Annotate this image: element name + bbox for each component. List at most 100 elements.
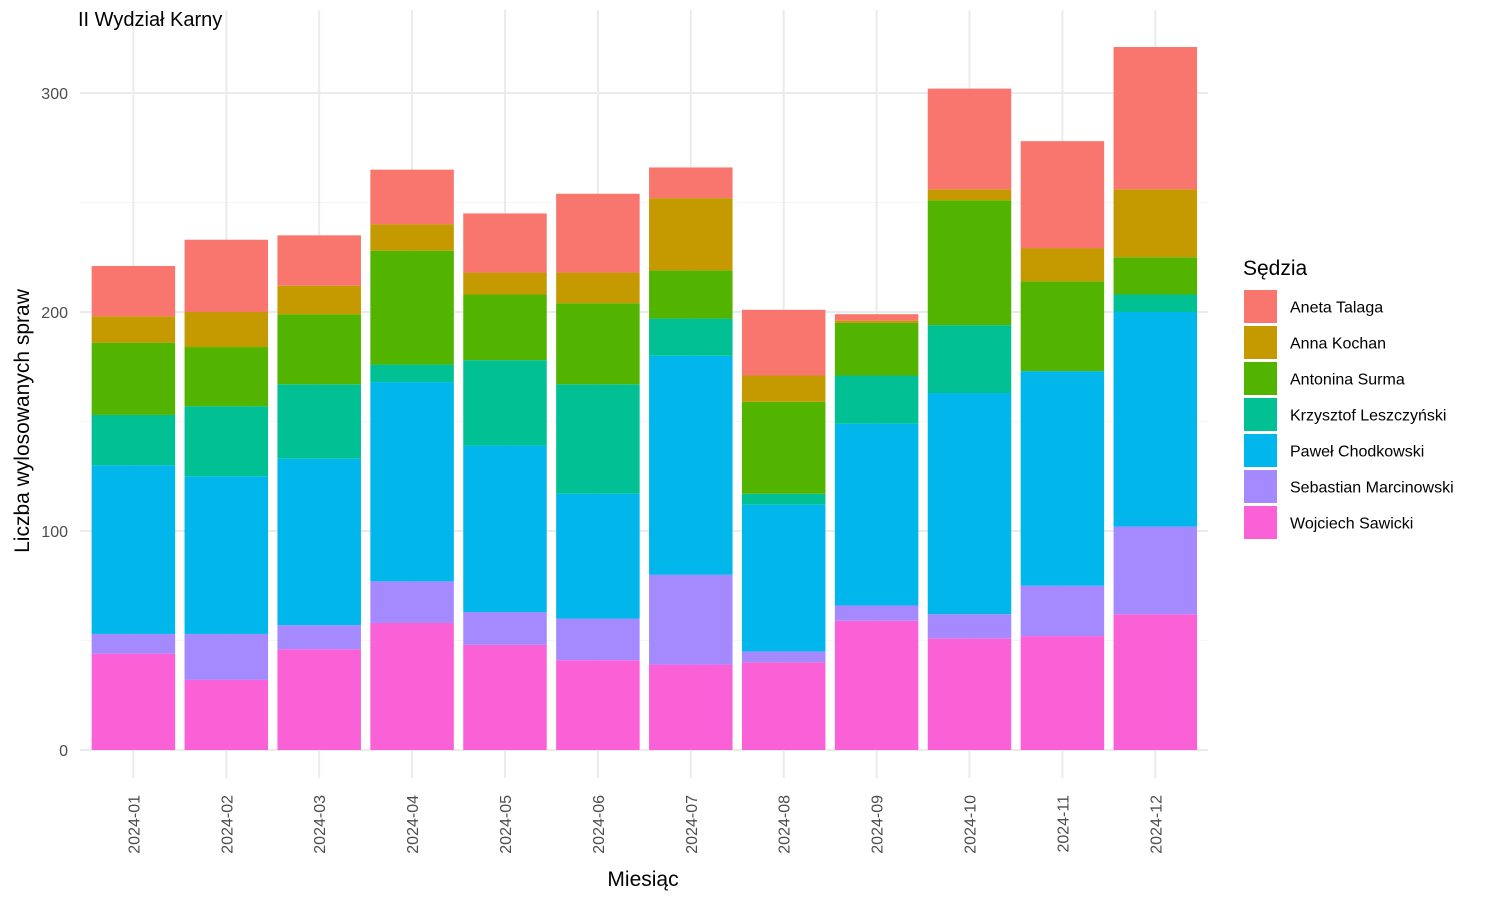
chart-title: II Wydział Karny	[78, 9, 222, 31]
y-tick-label: 300	[41, 86, 68, 103]
x-tick-label: 2024-12	[1148, 795, 1165, 854]
legend-label: Anna Kochan	[1290, 336, 1386, 353]
bar-segment	[1113, 312, 1198, 527]
bar-segment	[184, 633, 269, 680]
bar-segment	[927, 200, 1012, 326]
bar-segment	[834, 423, 919, 606]
legend-label: Krzysztof Leszczyński	[1290, 408, 1446, 425]
legend-key	[1244, 362, 1277, 395]
bar-segment	[927, 189, 1012, 201]
bar-segment	[1113, 614, 1198, 750]
legend: Sędzia Aneta Talaga Anna Kochan Antonina S…	[1243, 257, 1454, 539]
legend-key	[1244, 470, 1277, 503]
legend-key	[1244, 326, 1277, 359]
bar-segment	[277, 649, 361, 750]
bar-segment	[370, 169, 454, 225]
bar-segment	[91, 316, 176, 343]
bar-segment	[556, 493, 640, 619]
bar-segment	[649, 270, 733, 319]
x-tick-label: 2024-01	[126, 795, 143, 854]
bar-segment	[463, 272, 547, 295]
x-tick-label: 2024-02	[219, 795, 236, 854]
bar-segment	[463, 612, 547, 645]
bar-segment	[1020, 141, 1105, 249]
bars	[91, 47, 1198, 750]
x-tick-label: 2024-07	[684, 795, 701, 854]
bar-segment	[463, 294, 547, 361]
bar-segment	[277, 458, 361, 626]
bar-segment	[741, 493, 826, 505]
bar-segment	[1020, 371, 1105, 586]
bar-segment	[649, 167, 733, 199]
bar-segment	[463, 644, 547, 750]
bar-segment	[927, 638, 1012, 750]
bar-segment	[927, 614, 1012, 639]
bar-segment	[741, 504, 826, 652]
legend-key	[1244, 434, 1277, 467]
bar-segment	[834, 375, 919, 424]
legend-label: Antonina Surma	[1290, 372, 1405, 389]
bar-segment	[184, 312, 269, 348]
y-tick-label: 100	[41, 524, 68, 541]
bar-segment	[277, 314, 361, 385]
legend-label: Sebastian Marcinowski	[1290, 480, 1454, 497]
bar-segment	[741, 401, 826, 494]
bar-segment	[1113, 257, 1198, 295]
bar-segment	[927, 393, 1012, 615]
bar-segment	[556, 660, 640, 750]
bar-segment	[1020, 281, 1105, 372]
bar-segment	[556, 303, 640, 385]
bar-segment	[370, 364, 454, 383]
bar-segment	[277, 625, 361, 650]
legend-label: Wojciech Sawicki	[1290, 516, 1413, 533]
x-tick-label: 2024-05	[498, 795, 515, 854]
bar-segment	[370, 382, 454, 582]
bar-segment	[927, 325, 1012, 394]
bar-segment	[649, 198, 733, 271]
bar-segment	[741, 662, 826, 750]
bar-segment	[834, 314, 919, 321]
bar-segment	[91, 342, 176, 415]
bar-segment	[741, 375, 826, 402]
bar-segment	[834, 322, 919, 376]
bar-segment	[741, 309, 826, 376]
x-tick-label: 2024-08	[777, 795, 794, 854]
bar-segment	[1113, 47, 1198, 190]
x-axis-title: Miesiąc	[607, 868, 678, 891]
bar-segment	[463, 360, 547, 446]
bar-segment	[1113, 294, 1198, 312]
bar-segment	[1113, 526, 1198, 615]
bar-segment	[556, 272, 640, 304]
bar-segment	[370, 622, 454, 750]
bar-segment	[649, 355, 733, 575]
bar-segment	[184, 679, 269, 750]
bar-segment	[649, 318, 733, 356]
legend-label: Paweł Chodkowski	[1290, 444, 1424, 461]
bar-segment	[184, 476, 269, 634]
bar-segment	[1020, 585, 1105, 637]
y-tick-label: 200	[41, 305, 68, 322]
bar-segment	[277, 235, 361, 286]
x-tick-label: 2024-11	[1055, 795, 1072, 853]
bar-segment	[91, 653, 176, 750]
bar-segment	[927, 88, 1012, 190]
legend-key	[1244, 506, 1277, 539]
bar-segment	[463, 445, 547, 613]
bar-segment	[184, 347, 269, 407]
bar-segment	[91, 414, 176, 466]
x-tick-label: 2024-03	[312, 795, 329, 854]
bar-segment	[741, 651, 826, 663]
bar-segment	[1020, 248, 1105, 282]
bar-segment	[370, 250, 454, 365]
legend-key	[1244, 398, 1277, 431]
bar-segment	[1113, 189, 1198, 258]
x-axis-ticks: 2024-01 2024-02 2024-03 2024-04 2024-05 2024-…	[126, 795, 1165, 854]
bar-segment	[649, 574, 733, 665]
bar-segment	[277, 285, 361, 315]
y-axis-ticks: 0 100 200 300	[41, 86, 68, 760]
legend-key	[1244, 290, 1277, 323]
bar-segment	[370, 581, 454, 623]
x-tick-label: 2024-10	[963, 795, 980, 854]
bar-segment	[649, 664, 733, 750]
